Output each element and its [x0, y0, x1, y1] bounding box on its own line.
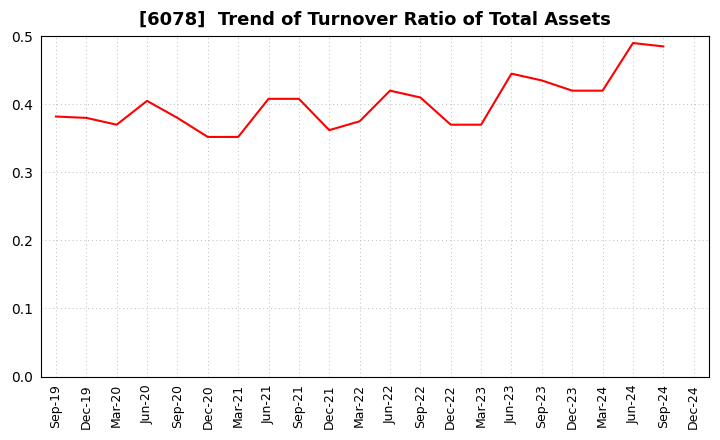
Title: [6078]  Trend of Turnover Ratio of Total Assets: [6078] Trend of Turnover Ratio of Total … — [139, 11, 611, 29]
